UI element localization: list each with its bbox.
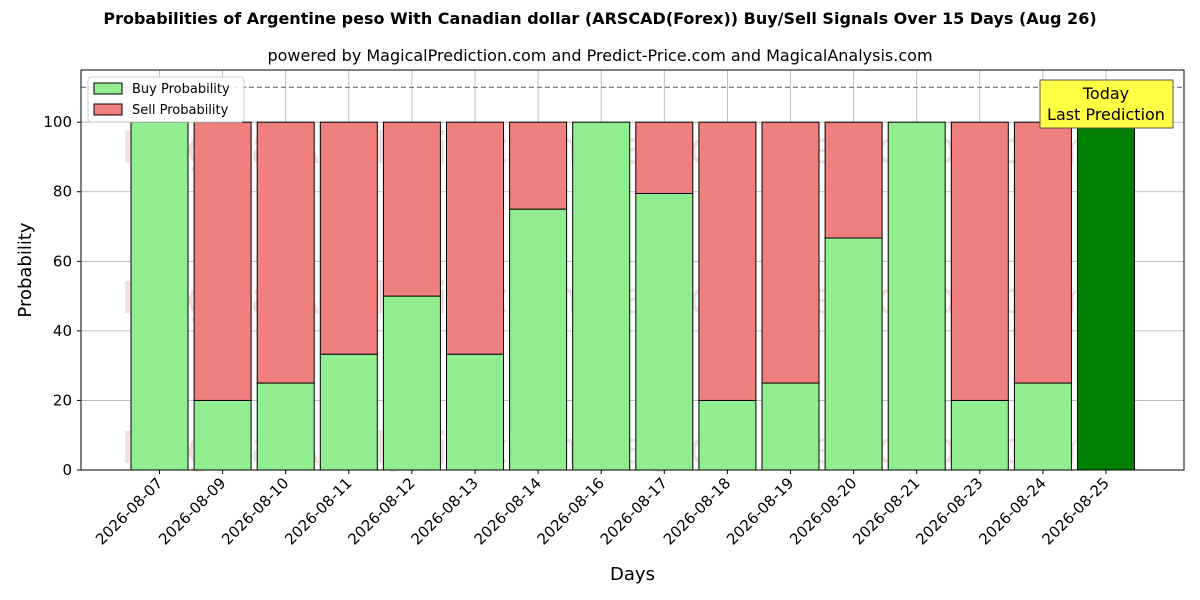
plot-frame — [80, 69, 1185, 471]
x-tick-label: 2026-08-12 — [344, 474, 418, 548]
y-tick-label: 40 — [53, 322, 72, 340]
sell-bar — [446, 121, 504, 355]
x-axis-label: Days — [610, 564, 655, 585]
buy-bar — [319, 353, 378, 471]
buy-bar — [1077, 121, 1135, 471]
x-tick-label: 2026-08-20 — [786, 474, 860, 548]
today-annotation-box — [1039, 79, 1174, 129]
sell-bar — [824, 121, 883, 239]
buy-bar — [824, 237, 883, 471]
sell-bar — [761, 121, 820, 384]
x-tick-label: 2026-08-25 — [1038, 474, 1112, 548]
x-tick-label: 2026-08-13 — [407, 474, 481, 548]
x-tick-label: 2026-08-24 — [975, 474, 1049, 548]
buy-bar — [446, 353, 504, 471]
x-tick-label: 2026-08-16 — [534, 474, 608, 548]
y-tick-label: 20 — [53, 391, 72, 409]
x-tick-label: 2026-08-14 — [471, 474, 545, 548]
sell-bar — [382, 121, 441, 297]
sell-bar — [509, 121, 568, 210]
sell-bar — [1013, 121, 1072, 384]
today-annotation-line1: Today — [1082, 84, 1129, 103]
sell-bar — [635, 121, 694, 194]
buy-bar — [698, 399, 757, 471]
chart-subtitle: powered by MagicalPrediction.com and Pre… — [267, 46, 933, 65]
legend-label-sell: Sell Probability — [132, 103, 229, 118]
x-tick-label: 2026-08-17 — [597, 474, 671, 548]
x-tick-label: 2026-08-11 — [281, 474, 355, 548]
buy-bar — [509, 208, 568, 471]
x-tick-label: 2026-08-10 — [218, 474, 292, 548]
buy-bar — [761, 382, 820, 471]
x-tick-label: 2026-08-21 — [849, 474, 923, 548]
y-tick-label: 100 — [43, 113, 72, 131]
y-tick-label: 0 — [62, 461, 72, 479]
buy-bar — [256, 382, 315, 471]
today-annotation-line2: Last Prediction — [1047, 105, 1165, 124]
sell-bar — [319, 121, 378, 355]
y-tick-label: 60 — [53, 252, 72, 270]
sell-bar — [698, 121, 757, 401]
y-tick-label: 80 — [53, 183, 72, 201]
legend-label-buy: Buy Probability — [132, 82, 230, 97]
x-tick-label: 2026-08-23 — [912, 474, 986, 548]
buy-bar — [635, 192, 694, 471]
buy-bar — [382, 295, 441, 471]
sell-bar — [950, 121, 1009, 401]
x-tick-label: 2026-08-19 — [723, 474, 797, 548]
buy-bar — [572, 121, 631, 471]
chart-title: Probabilities of Argentine peso With Can… — [103, 9, 1097, 28]
x-tick-label: 2026-08-09 — [155, 474, 229, 548]
y-axis-label: Probability — [15, 222, 36, 317]
buy-bar — [130, 121, 189, 471]
buy-bar — [887, 121, 946, 471]
x-tick-label: 2026-08-18 — [660, 474, 734, 548]
buy-bar — [1013, 382, 1072, 471]
legend-box — [87, 76, 245, 123]
legend-swatch-sell — [93, 103, 123, 116]
legend-swatch-buy — [93, 82, 123, 95]
buy-bar — [950, 399, 1009, 471]
sell-bar — [256, 121, 315, 384]
x-tick-label: 2026-08-07 — [92, 474, 166, 548]
buy-bar — [193, 399, 252, 471]
sell-bar — [193, 121, 252, 401]
